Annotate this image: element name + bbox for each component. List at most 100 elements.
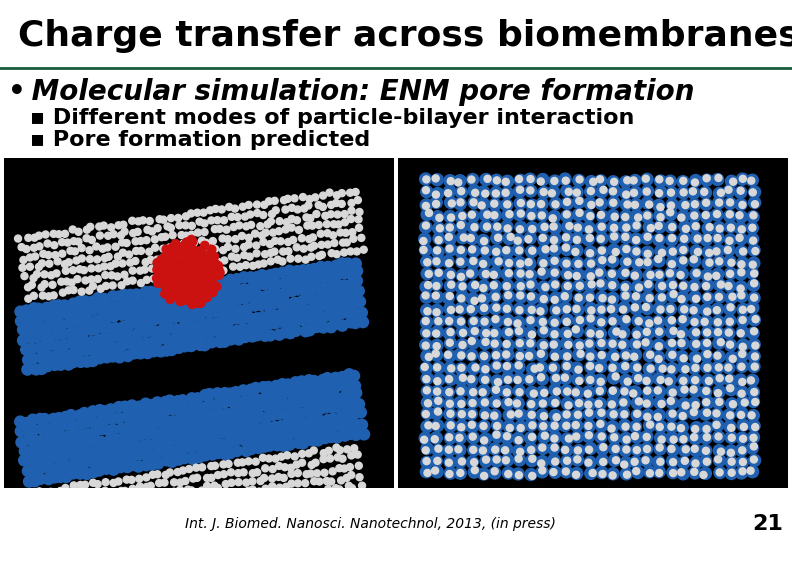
Circle shape <box>169 416 180 427</box>
Circle shape <box>718 339 724 346</box>
Circle shape <box>89 521 97 528</box>
Circle shape <box>187 496 193 503</box>
Circle shape <box>110 526 117 533</box>
Circle shape <box>55 472 66 483</box>
Circle shape <box>239 405 250 416</box>
Circle shape <box>348 399 359 410</box>
Circle shape <box>288 204 295 211</box>
Circle shape <box>549 467 561 478</box>
Circle shape <box>176 297 185 306</box>
Circle shape <box>246 234 253 241</box>
Circle shape <box>354 451 361 458</box>
Circle shape <box>139 511 146 518</box>
Circle shape <box>279 441 290 452</box>
Circle shape <box>505 291 512 299</box>
Circle shape <box>333 199 340 206</box>
Circle shape <box>71 544 78 551</box>
Circle shape <box>274 408 284 419</box>
Circle shape <box>435 408 441 415</box>
Circle shape <box>683 225 689 232</box>
Circle shape <box>295 226 303 233</box>
Circle shape <box>203 240 210 247</box>
Circle shape <box>129 277 136 284</box>
Circle shape <box>516 328 523 335</box>
Circle shape <box>548 190 555 197</box>
Circle shape <box>595 175 607 187</box>
Circle shape <box>293 284 304 295</box>
Circle shape <box>712 327 725 339</box>
Circle shape <box>196 248 204 256</box>
Circle shape <box>276 463 283 469</box>
Circle shape <box>421 199 432 211</box>
Circle shape <box>478 303 490 314</box>
Circle shape <box>434 378 441 385</box>
Circle shape <box>623 436 630 443</box>
Circle shape <box>619 331 626 338</box>
Circle shape <box>328 478 335 485</box>
Circle shape <box>286 388 297 399</box>
Circle shape <box>666 363 678 374</box>
Circle shape <box>423 176 430 183</box>
Circle shape <box>515 175 527 187</box>
Circle shape <box>199 439 210 450</box>
Circle shape <box>536 209 548 221</box>
Circle shape <box>655 281 667 293</box>
Circle shape <box>575 260 582 267</box>
Circle shape <box>607 468 619 480</box>
Circle shape <box>288 305 299 316</box>
Circle shape <box>244 499 251 506</box>
Circle shape <box>713 222 725 233</box>
Circle shape <box>540 412 547 420</box>
Circle shape <box>700 316 713 327</box>
Circle shape <box>607 210 619 222</box>
Circle shape <box>311 321 322 332</box>
Circle shape <box>688 221 700 233</box>
Circle shape <box>444 233 456 245</box>
Circle shape <box>70 328 81 339</box>
Circle shape <box>679 445 691 457</box>
Circle shape <box>714 456 722 463</box>
Circle shape <box>43 473 54 484</box>
Circle shape <box>347 278 358 289</box>
Circle shape <box>690 374 702 386</box>
Circle shape <box>177 442 188 453</box>
Circle shape <box>341 219 348 226</box>
Circle shape <box>196 218 203 225</box>
Circle shape <box>200 254 208 263</box>
Circle shape <box>171 240 180 248</box>
Circle shape <box>121 487 128 494</box>
Circle shape <box>166 244 173 251</box>
Circle shape <box>676 291 689 304</box>
Circle shape <box>309 376 319 386</box>
Circle shape <box>550 245 558 252</box>
Circle shape <box>643 400 650 407</box>
Circle shape <box>561 210 573 222</box>
Circle shape <box>620 232 632 244</box>
Circle shape <box>491 200 498 207</box>
Circle shape <box>503 233 515 245</box>
Circle shape <box>736 407 748 419</box>
Circle shape <box>269 422 280 433</box>
Circle shape <box>231 445 242 456</box>
Circle shape <box>550 339 562 351</box>
Circle shape <box>612 445 619 453</box>
Circle shape <box>619 341 626 348</box>
Circle shape <box>161 445 172 456</box>
Circle shape <box>160 245 166 252</box>
Circle shape <box>548 267 561 279</box>
Circle shape <box>285 428 296 439</box>
Circle shape <box>432 222 444 234</box>
Circle shape <box>161 282 169 290</box>
Circle shape <box>189 310 200 321</box>
Circle shape <box>83 235 90 242</box>
Circle shape <box>551 444 558 451</box>
Circle shape <box>115 222 122 229</box>
Circle shape <box>692 329 699 336</box>
Circle shape <box>111 330 122 341</box>
Circle shape <box>65 287 72 294</box>
Circle shape <box>246 283 257 294</box>
Circle shape <box>180 240 187 247</box>
Circle shape <box>358 234 365 241</box>
Circle shape <box>299 234 306 242</box>
Circle shape <box>641 173 653 185</box>
